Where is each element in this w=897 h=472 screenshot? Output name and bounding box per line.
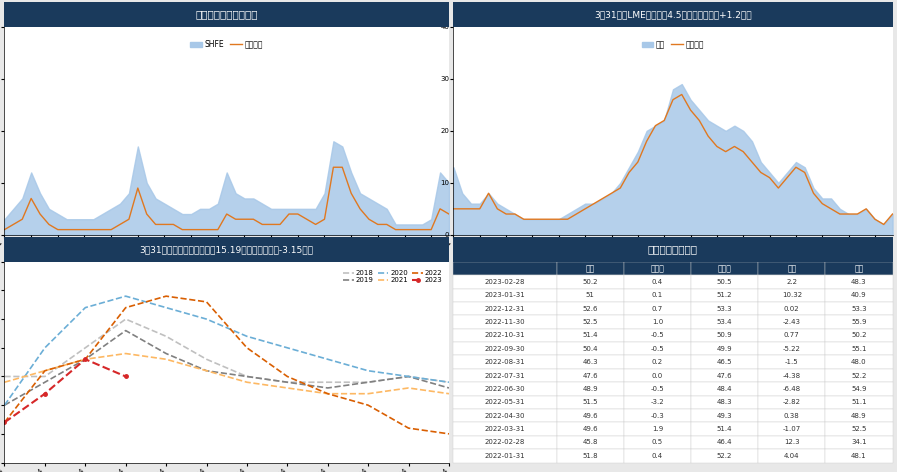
2022 [161, 293, 171, 299]
2020 [322, 356, 333, 362]
2021 [362, 391, 373, 396]
2022 [201, 299, 212, 305]
2018 [403, 374, 414, 379]
Line: 2021: 2021 [4, 354, 448, 394]
2018 [322, 379, 333, 385]
Text: 3月31日，LME锌库存约4.5万吨，较上月末+1.2万吨: 3月31日，LME锌库存约4.5万吨，较上月末+1.2万吨 [594, 10, 752, 19]
2019 [80, 356, 91, 362]
2019 [0, 402, 10, 408]
2019 [241, 374, 252, 379]
2022 [0, 420, 10, 425]
2020 [0, 402, 10, 408]
2019 [362, 379, 373, 385]
2019 [161, 351, 171, 356]
2022 [282, 374, 292, 379]
2020 [241, 334, 252, 339]
2022 [443, 431, 454, 437]
2021 [403, 385, 414, 391]
2021 [201, 368, 212, 373]
2023 [80, 356, 91, 362]
2022 [39, 368, 50, 373]
2022 [80, 356, 91, 362]
2019 [443, 385, 454, 391]
2020 [201, 316, 212, 322]
2022 [403, 425, 414, 431]
2018 [120, 316, 131, 322]
Line: 2023: 2023 [3, 357, 127, 424]
2018 [80, 345, 91, 351]
2020 [120, 293, 131, 299]
2018 [362, 379, 373, 385]
2021 [282, 385, 292, 391]
Line: 2020: 2020 [4, 296, 448, 405]
2021 [0, 379, 10, 385]
2021 [443, 391, 454, 396]
2021 [322, 391, 333, 396]
2022 [322, 391, 333, 396]
2018 [201, 356, 212, 362]
2019 [403, 374, 414, 379]
2023 [120, 374, 131, 379]
2023 [0, 420, 10, 425]
Legend: SHFE, 注册仓单: SHFE, 注册仓单 [187, 37, 266, 52]
2020 [80, 305, 91, 311]
Line: 2022: 2022 [4, 296, 448, 434]
2019 [120, 328, 131, 333]
2021 [241, 379, 252, 385]
Line: 2018: 2018 [4, 319, 448, 382]
2022 [120, 305, 131, 311]
2018 [39, 374, 50, 379]
2020 [443, 379, 454, 385]
2020 [362, 368, 373, 373]
2018 [161, 334, 171, 339]
Text: 3月31日，国内七地社会库存15.19万吨，较上月末-3.15万吨: 3月31日，国内七地社会库存15.19万吨，较上月末-3.15万吨 [140, 245, 314, 254]
2021 [39, 368, 50, 373]
2023 [39, 391, 50, 396]
2019 [39, 379, 50, 385]
2019 [322, 385, 333, 391]
2018 [0, 374, 10, 379]
2019 [282, 379, 292, 385]
2020 [161, 305, 171, 311]
2021 [80, 356, 91, 362]
2018 [443, 379, 454, 385]
Legend: 2018, 2019, 2020, 2021, 2022, 2023: 2018, 2019, 2020, 2021, 2022, 2023 [341, 267, 446, 286]
Text: 上期所锌库存（万吨）: 上期所锌库存（万吨） [196, 9, 258, 20]
Line: 2019: 2019 [4, 330, 448, 405]
2018 [282, 379, 292, 385]
Text: 供需平衡（万吨）: 供需平衡（万吨） [648, 244, 698, 254]
2021 [161, 356, 171, 362]
2021 [120, 351, 131, 356]
2018 [241, 374, 252, 379]
2020 [282, 345, 292, 351]
Legend: 库存, 注册仓单: 库存, 注册仓单 [639, 37, 708, 52]
2022 [362, 402, 373, 408]
2022 [241, 345, 252, 351]
2020 [39, 345, 50, 351]
2019 [201, 368, 212, 373]
2020 [403, 374, 414, 379]
